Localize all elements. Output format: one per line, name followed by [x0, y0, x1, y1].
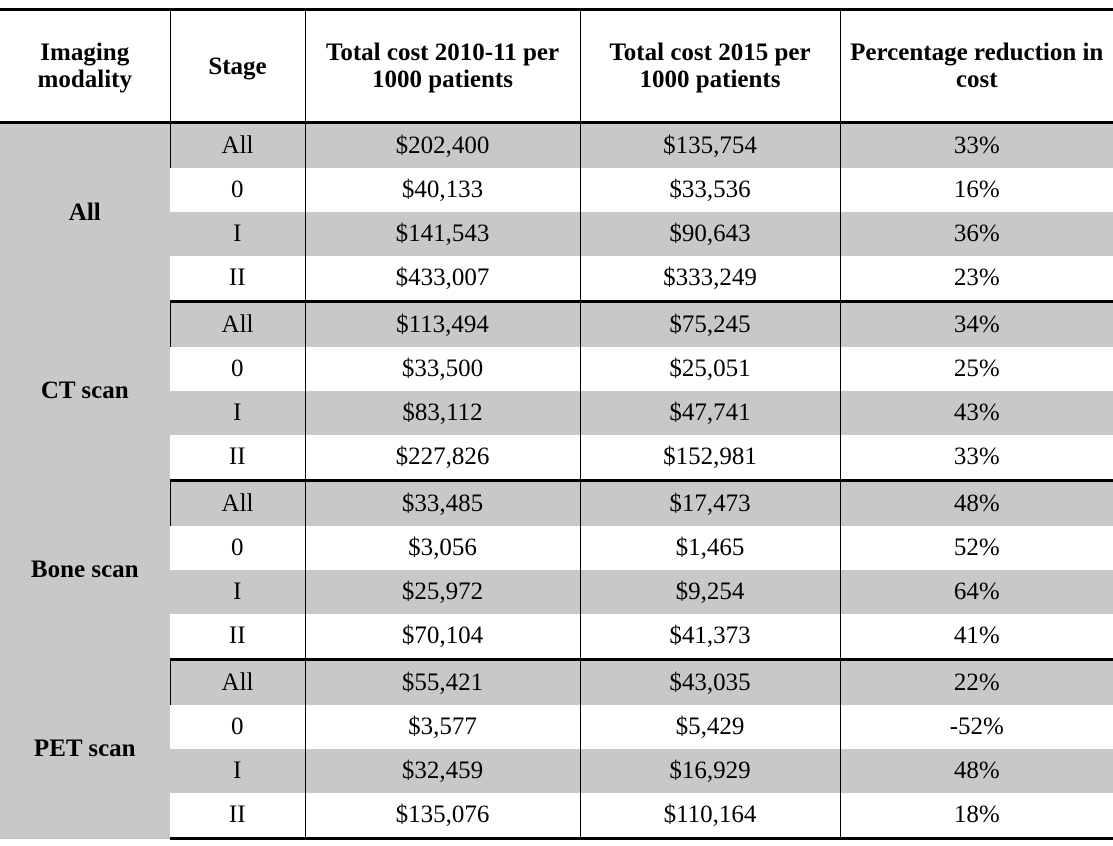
table-cell: $75,245	[579, 301, 840, 347]
table-cell: $17,473	[579, 480, 840, 526]
table-row: All All $202,400 $135,754 33%	[0, 122, 1113, 302]
table-cell: $9,254	[579, 570, 840, 614]
table-cell: 33%	[839, 435, 1113, 482]
modality-cell: CT scan	[0, 301, 170, 481]
table-cell: 16%	[839, 168, 1113, 212]
table-cell: 52%	[839, 526, 1113, 570]
header-cell: Total cost 2010-11 per 1000 patients	[304, 8, 580, 124]
table-cell: $43,035	[579, 659, 840, 705]
table-cell: $113,494	[304, 301, 580, 347]
table-row: CT scan All $113,494 $75,245 34%	[0, 301, 1113, 481]
header-cell: Imaging modality	[0, 8, 170, 124]
table-cell: -52%	[839, 705, 1113, 749]
table-row: II $433,007 $333,249 23%	[0, 256, 1113, 303]
table-cell: $41,373	[579, 614, 840, 661]
header-row: Imaging modality Stage Total cost 2010-11 …	[0, 8, 1113, 124]
table-cell: $33,536	[579, 168, 840, 212]
table-cell: 33%	[839, 122, 1113, 168]
table-cell: I	[170, 570, 305, 614]
table-cell: II	[170, 793, 305, 840]
table-cell: I	[170, 391, 305, 435]
table-row: 0 $3,056 $1,465 52%	[0, 526, 1113, 570]
table-cell: II	[170, 435, 305, 482]
table-cell: $135,076	[304, 793, 580, 840]
table-row: 0 $40,133 $33,536 16%	[0, 168, 1113, 212]
header-cell: Percentage reduction in cost	[839, 8, 1113, 124]
table-cell: $433,007	[304, 256, 580, 303]
table-cell: $40,133	[304, 168, 580, 212]
table-body: All All $202,400 $135,754 33% 0 $40,133 $33,536…	[0, 122, 1113, 840]
table-cell: $141,543	[304, 212, 580, 256]
table-cell: $90,643	[579, 212, 840, 256]
table-cell: $5,429	[579, 705, 840, 749]
table-cell: I	[170, 749, 305, 793]
table-cell: All	[169, 659, 305, 705]
table-cell: $135,754	[579, 122, 840, 168]
table-cell: 41%	[839, 614, 1113, 661]
cost-table: Imaging modality Stage Total cost 2010-11 …	[0, 8, 1113, 840]
table-row: 0 $3,577 $5,429 -52%	[0, 705, 1113, 749]
table-row: I $32,459 $16,929 48%	[0, 749, 1113, 793]
table-cell: $33,500	[304, 347, 580, 391]
table-row: II $135,076 $110,164 18%	[0, 793, 1113, 840]
modality-cell: PET scan	[0, 659, 170, 839]
table-cell: All	[169, 301, 305, 347]
table-cell: II	[170, 614, 305, 661]
modality-cell: Bone scan	[0, 480, 170, 660]
table-row: PET scan All $55,421 $43,035 22%	[0, 659, 1113, 839]
table-row: I $83,112 $47,741 43%	[0, 391, 1113, 435]
table-cell: $25,972	[304, 570, 580, 614]
header-cell: Stage	[169, 8, 305, 124]
table-cell: $25,051	[579, 347, 840, 391]
table-cell: $202,400	[304, 122, 580, 168]
table-cell: 18%	[839, 793, 1113, 840]
table-cell: $3,056	[304, 526, 580, 570]
header-cell: Total cost 2015 per 1000 patients	[579, 8, 840, 124]
page: Imaging modality Stage Total cost 2010-11 …	[0, 8, 1113, 840]
table-cell: II	[170, 256, 305, 303]
table-cell: $152,981	[579, 435, 840, 482]
table-cell: 36%	[839, 212, 1113, 256]
table-cell: 0	[231, 176, 244, 203]
table-cell: 64%	[839, 570, 1113, 614]
table-cell: 25%	[839, 347, 1113, 391]
table-cell: $16,929	[579, 749, 840, 793]
table-cell: $32,459	[304, 749, 580, 793]
table-cell: 22%	[839, 659, 1113, 705]
table-cell: I	[170, 212, 305, 256]
table-cell: 34%	[839, 301, 1113, 347]
table-cell: $333,249	[579, 256, 840, 303]
table-cell: $110,164	[579, 793, 840, 840]
table-row: II $227,826 $152,981 33%	[0, 435, 1113, 482]
table-cell: 0	[231, 713, 244, 740]
table-cell: $3,577	[304, 705, 580, 749]
table-cell: $1,465	[579, 526, 840, 570]
table-cell: 43%	[839, 391, 1113, 435]
table-row: Bone scan All $33,485 $17,473 48%	[0, 480, 1113, 660]
table-cell: All	[169, 122, 305, 168]
table-cell: 0	[231, 534, 244, 561]
table-row: I $141,543 $90,643 36%	[0, 212, 1113, 256]
table-row: I $25,972 $9,254 64%	[0, 570, 1113, 614]
table-cell: $227,826	[304, 435, 580, 482]
table-cell: 23%	[839, 256, 1113, 303]
table-cell: $33,485	[304, 480, 580, 526]
table-cell: 48%	[839, 480, 1113, 526]
table-cell: $55,421	[304, 659, 580, 705]
modality-cell: All	[0, 122, 170, 302]
table-row: 0 $33,500 $25,051 25%	[0, 347, 1113, 391]
table-cell: 0	[231, 355, 244, 382]
table-cell: $70,104	[304, 614, 580, 661]
table-cell: All	[169, 480, 305, 526]
table-cell: $83,112	[304, 391, 580, 435]
table-cell: 48%	[839, 749, 1113, 793]
table-row: II $70,104 $41,373 41%	[0, 614, 1113, 661]
table-cell: $47,741	[579, 391, 840, 435]
